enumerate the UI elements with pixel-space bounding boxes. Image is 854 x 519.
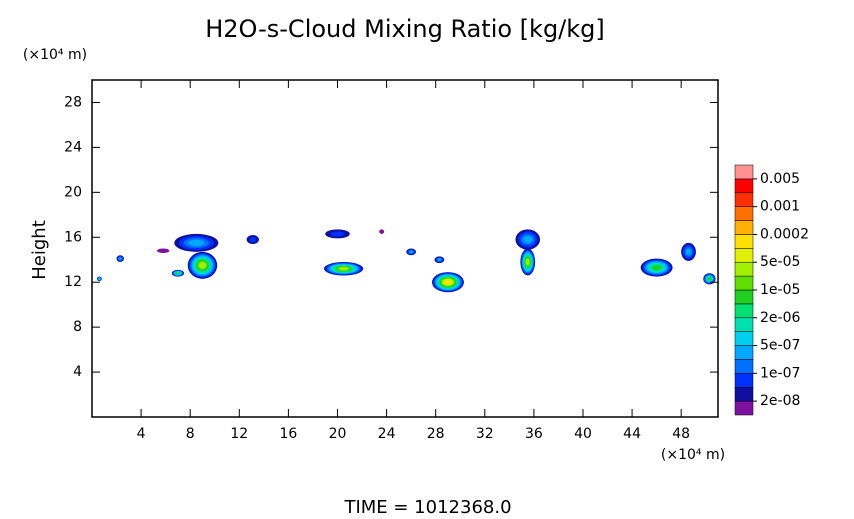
- cloud-cell: [339, 267, 349, 271]
- cloud-cell: [652, 265, 661, 270]
- x-tick-label: 24: [378, 426, 396, 442]
- cloud-cell: [444, 279, 452, 285]
- colorbar-swatch: [734, 192, 754, 207]
- x-tick-label: 36: [525, 426, 543, 442]
- chart-title: H2O-s-Cloud Mixing Ratio [kg/kg]: [205, 15, 605, 43]
- y-tick-label: 8: [73, 319, 82, 335]
- x-tick-label: 12: [230, 426, 248, 442]
- cloud-cell: [409, 250, 413, 254]
- colorbar-label: 1e-07: [760, 365, 800, 381]
- y-tick-label: 12: [64, 274, 82, 290]
- colorbar-label: 2e-06: [760, 310, 800, 326]
- cloud-cell: [685, 248, 692, 256]
- x-tick-label: 20: [329, 426, 347, 442]
- cloud-cell: [379, 229, 385, 234]
- colorbar-swatch: [734, 317, 754, 332]
- y-tick-label: 16: [64, 229, 82, 245]
- y-tick-label: 28: [64, 94, 82, 110]
- y-tick-label: 4: [73, 364, 82, 380]
- colorbar-swatch: [734, 234, 754, 249]
- colorbar-swatch: [734, 345, 754, 360]
- cloud-cell: [330, 231, 345, 237]
- cloud-cell: [437, 258, 442, 261]
- colorbar-label: 2e-08: [760, 393, 800, 409]
- colorbar-swatch: [734, 359, 754, 374]
- cloud-cell: [118, 257, 122, 260]
- colorbar-swatch: [734, 373, 754, 388]
- colorbar-label: 5e-07: [760, 338, 800, 354]
- colorbar-swatch: [734, 303, 754, 319]
- y-tick-label: 20: [64, 184, 82, 200]
- y-unit: (×10⁴ m): [23, 47, 87, 63]
- x-tick-label: 44: [623, 426, 641, 442]
- cloud-cell: [98, 278, 101, 280]
- cloud-cell: [199, 262, 206, 269]
- cloud-cell: [157, 248, 170, 253]
- colorbar-label: 0.001: [760, 199, 800, 215]
- colorbar-swatch: [734, 248, 754, 263]
- colorbar-swatch: [734, 331, 754, 346]
- colorbar-label: 0.0002: [760, 226, 809, 242]
- colorbar-swatch: [734, 164, 754, 180]
- colorbar-swatch: [734, 261, 754, 277]
- cloud-cell: [707, 277, 711, 281]
- colorbar-swatch: [734, 220, 754, 235]
- colorbar-swatch: [734, 178, 754, 194]
- x-tick-label: 4: [137, 426, 146, 442]
- colorbar-swatch: [734, 400, 754, 416]
- x-tick-label: 28: [427, 426, 445, 442]
- colorbar-swatch: [734, 206, 754, 221]
- x-tick-label: 8: [186, 426, 195, 442]
- colorbar-swatch: [734, 289, 754, 305]
- colorbar-label: 1e-05: [760, 282, 800, 298]
- y-axis-label: Height: [29, 220, 50, 280]
- cloud-cell: [526, 258, 530, 266]
- cloud-cell: [188, 239, 205, 247]
- x-tick-label: 32: [476, 426, 494, 442]
- colorbar-label: 0.005: [760, 171, 800, 187]
- x-tick-label: 16: [279, 426, 297, 442]
- x-tick-label: 48: [672, 426, 690, 442]
- cloud-cell: [176, 272, 180, 275]
- colorbar-label: 5e-05: [760, 254, 800, 270]
- x-tick-label: 40: [574, 426, 592, 442]
- cloud-cell: [249, 236, 257, 243]
- colorbar-swatch: [734, 386, 754, 402]
- plot-frame: [91, 79, 719, 418]
- colorbar-swatch: [734, 275, 754, 291]
- x-unit: (×10⁴ m): [661, 447, 725, 463]
- y-tick-label: 24: [64, 139, 82, 155]
- cloud-cell: [523, 235, 533, 244]
- footer: TIME = 1012368.0: [343, 497, 511, 518]
